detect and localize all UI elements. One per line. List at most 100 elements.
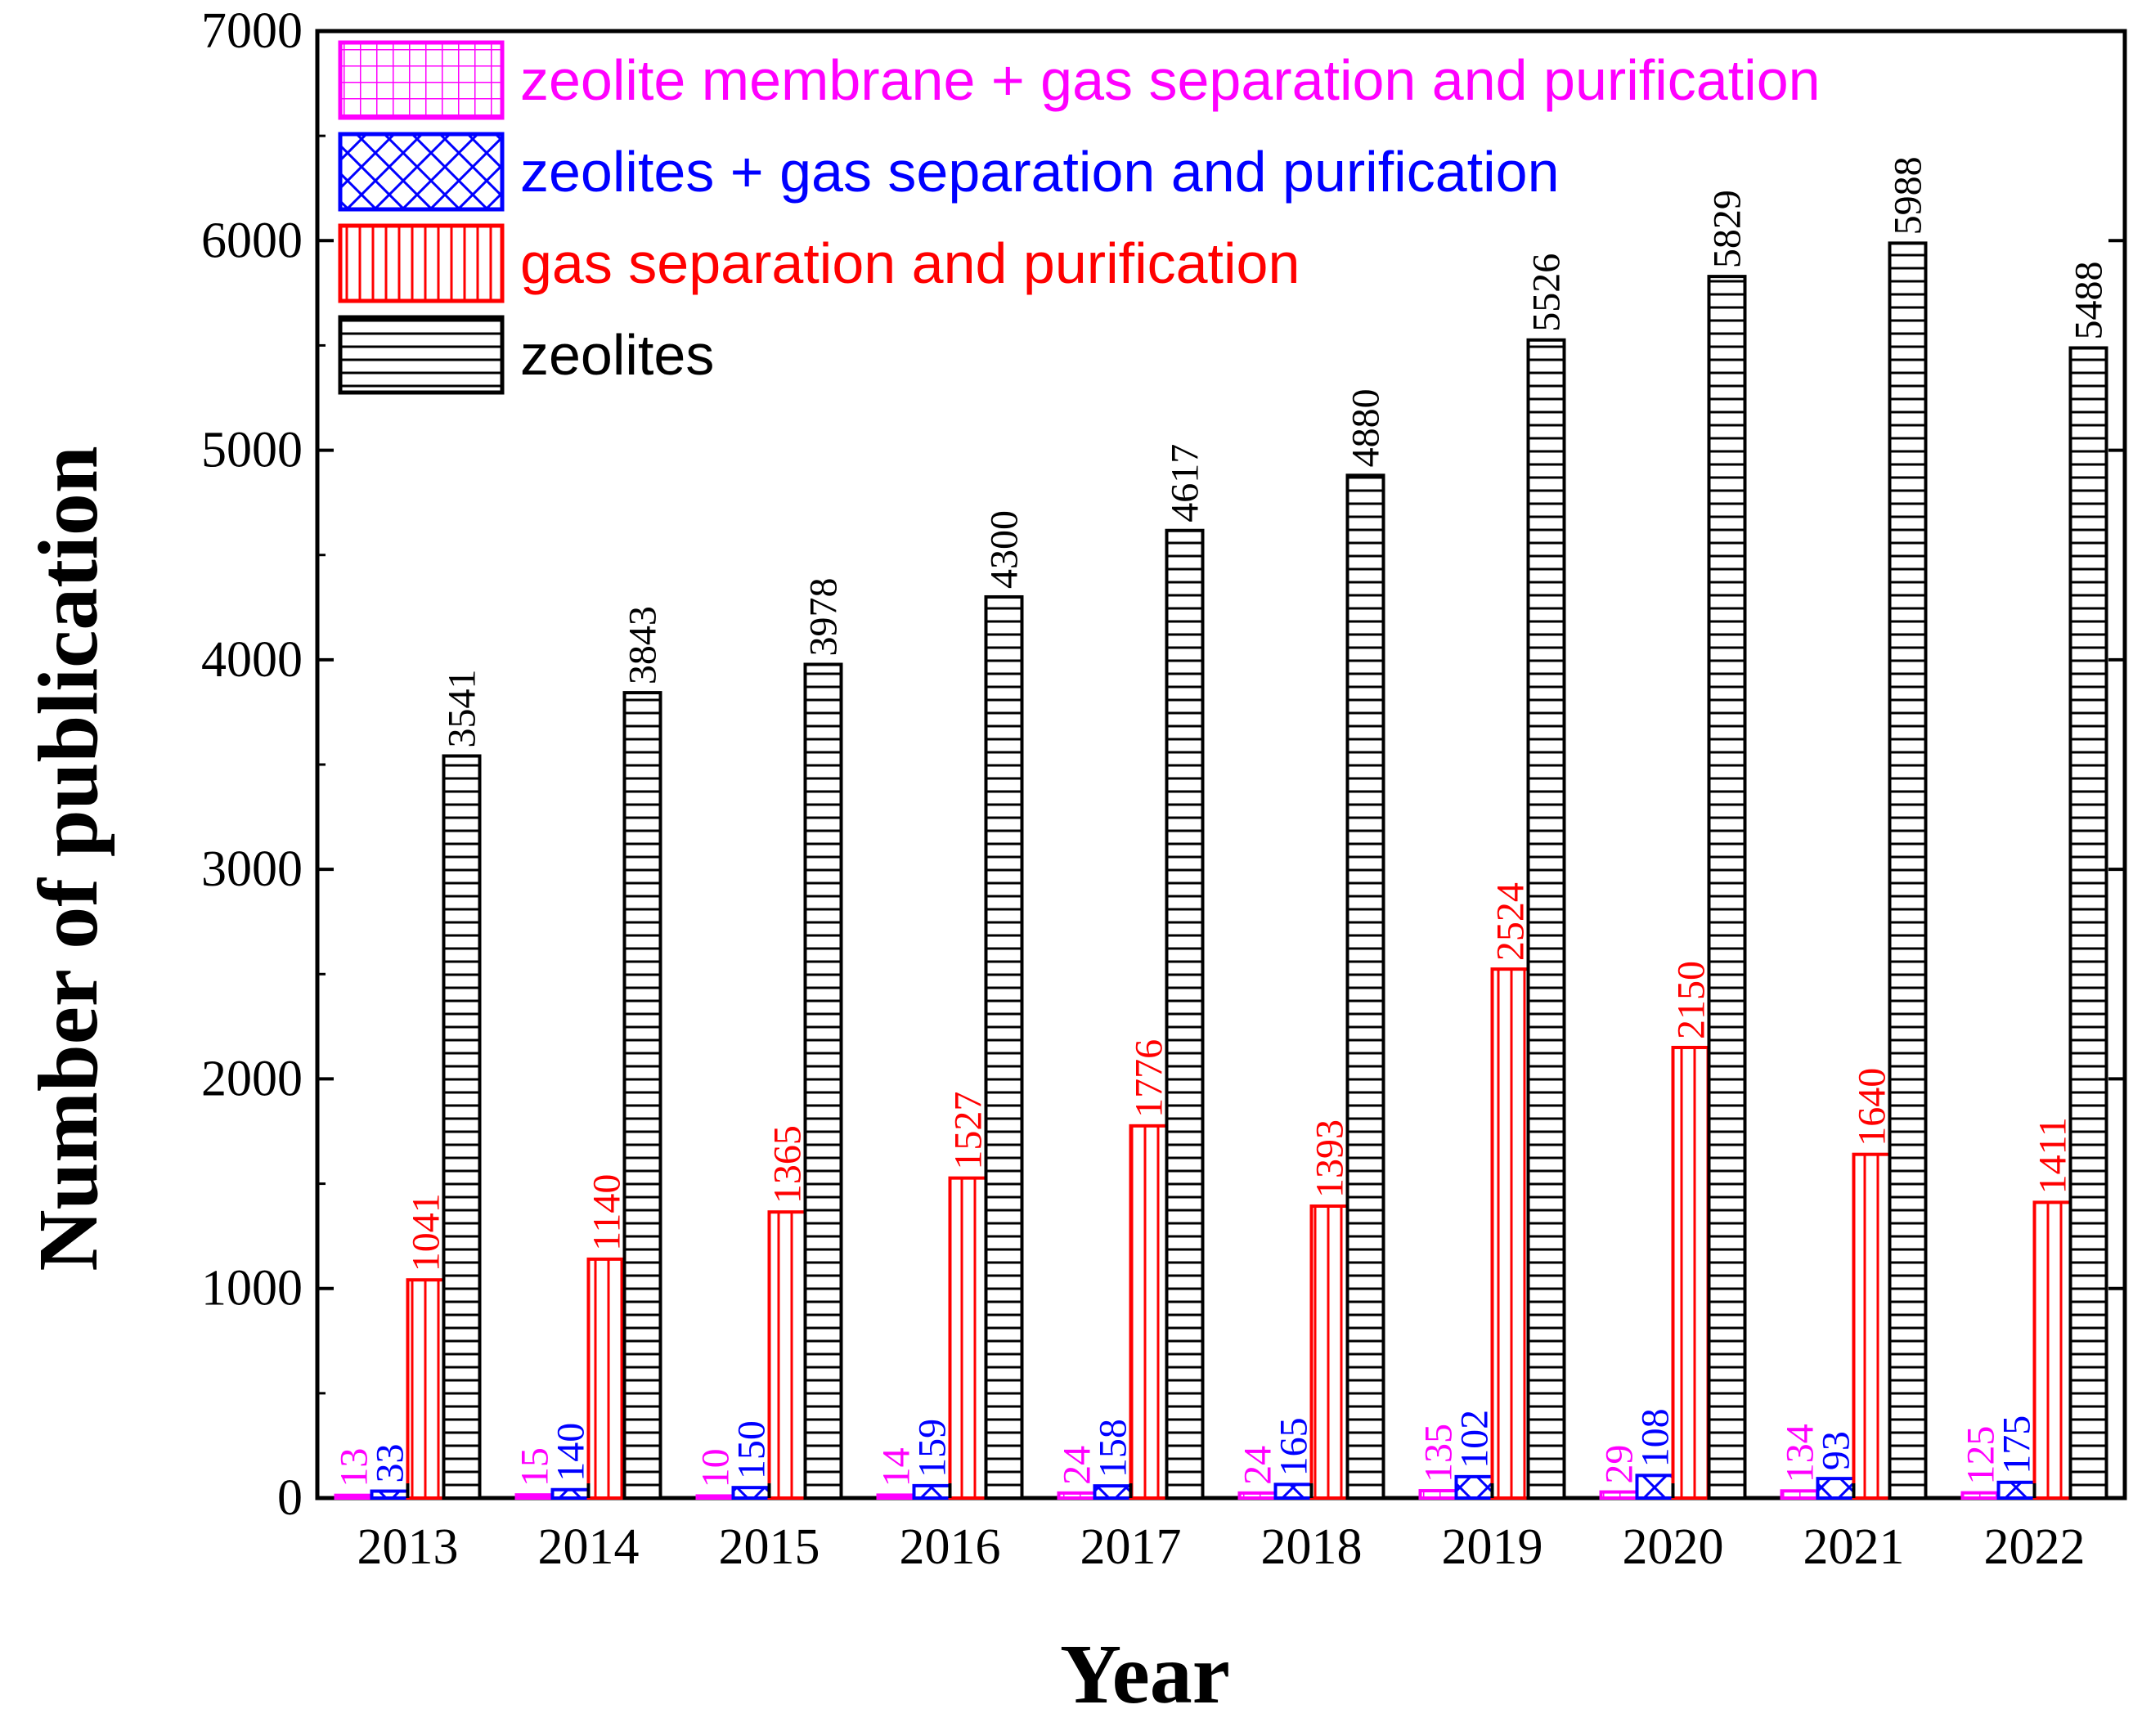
legend-swatch-grid [338, 40, 505, 120]
x-tick-label: 2015 [719, 1519, 820, 1575]
bar-horizontal-2019 [1526, 338, 1566, 1500]
bar-crosshatch-2019 [1454, 1474, 1494, 1500]
bar-horizontal-2013 [442, 754, 482, 1500]
bar-horizontal-2017 [1165, 528, 1205, 1500]
data-label: 1527 [947, 1092, 990, 1170]
y-tick-label: 0 [277, 1470, 303, 1526]
x-tick-label: 2013 [357, 1519, 459, 1575]
y-tick-label: 7000 [201, 3, 303, 59]
data-label: 10 [694, 1448, 738, 1487]
data-label: 5526 [1525, 253, 1569, 332]
x-tick-label: 2022 [1984, 1519, 2086, 1575]
bar-grid-2014 [514, 1493, 555, 1500]
bar-vertical-2013 [406, 1278, 446, 1500]
data-label: 175 [1996, 1415, 2039, 1474]
data-label: 4300 [983, 510, 1026, 589]
x-tick-label: 2020 [1623, 1519, 1724, 1575]
bar-crosshatch-2017 [1093, 1484, 1133, 1500]
bar-grid-2020 [1599, 1490, 1639, 1500]
bar-grid-2015 [695, 1494, 735, 1500]
bar-crosshatch-2022 [1996, 1480, 2036, 1500]
x-tick-label: 2021 [1803, 1519, 1905, 1575]
data-label: 150 [730, 1420, 774, 1479]
bar-crosshatch-2016 [912, 1483, 952, 1500]
data-label: 3541 [441, 669, 484, 747]
bar-vertical-2022 [2032, 1200, 2072, 1500]
bar-grid-2016 [876, 1493, 916, 1500]
data-label: 93 [1815, 1431, 1858, 1470]
bar-crosshatch-2014 [550, 1487, 591, 1500]
bar-grid-2021 [1780, 1489, 1820, 1500]
bar-crosshatch-2021 [1816, 1477, 1856, 1500]
bar-vertical-2014 [586, 1257, 626, 1500]
bar-horizontal-2015 [803, 662, 843, 1500]
data-label: 135 [1417, 1424, 1461, 1483]
data-label: 1393 [1309, 1119, 1352, 1198]
bar-vertical-2021 [1852, 1152, 1892, 1500]
bar-horizontal-2014 [622, 691, 662, 1500]
data-label: 1640 [1851, 1068, 1894, 1146]
bar-crosshatch-2015 [731, 1486, 771, 1500]
x-axis-title: Year [1060, 1627, 1230, 1721]
bar-grid-2017 [1057, 1491, 1097, 1500]
data-label: 158 [1092, 1419, 1135, 1478]
data-label: 108 [1634, 1408, 1677, 1467]
data-label: 165 [1273, 1417, 1316, 1476]
data-label: 125 [1960, 1426, 2003, 1485]
x-tick-label: 2017 [1080, 1519, 1182, 1575]
legend-label: gas separation and purification [520, 231, 1300, 295]
legend-label: zeolites + gas separation and purificati… [520, 140, 1560, 204]
data-label: 3843 [622, 606, 665, 684]
bar-horizontal-2018 [1345, 473, 1385, 1500]
y-axis-title: Number of publication [21, 446, 115, 1271]
data-label: 1041 [405, 1193, 448, 1272]
data-label: 1776 [1128, 1039, 1171, 1118]
data-label: 134 [1779, 1424, 1822, 1483]
legend-swatch-horizontal [338, 315, 505, 395]
data-label: 24 [1237, 1446, 1280, 1485]
y-tick-label: 3000 [201, 841, 303, 897]
data-label: 33 [369, 1444, 412, 1483]
bar-crosshatch-2020 [1635, 1474, 1675, 1500]
data-label: 24 [1056, 1446, 1099, 1485]
legend-swatch-crosshatch [338, 132, 505, 212]
x-tick-label: 2016 [900, 1519, 1001, 1575]
x-tick-label: 2018 [1261, 1519, 1363, 1575]
bar-horizontal-2016 [984, 594, 1024, 1500]
data-label: 1140 [586, 1174, 629, 1251]
bar-vertical-2017 [1129, 1124, 1169, 1500]
bar-grid-2018 [1237, 1491, 1278, 1500]
y-tick-label: 2000 [201, 1051, 303, 1106]
legend-label: zeolite membrane + gas separation and pu… [520, 48, 1821, 112]
data-label: 13 [333, 1448, 376, 1487]
data-label: 159 [911, 1419, 954, 1478]
data-label: 5488 [2068, 262, 2111, 340]
legend-label: zeolites [520, 323, 714, 387]
y-tick-label: 4000 [201, 632, 303, 688]
bar-horizontal-2022 [2068, 346, 2108, 1500]
bar-vertical-2020 [1671, 1045, 1711, 1500]
bar-horizontal-2020 [1707, 275, 1747, 1500]
bar-crosshatch-2013 [370, 1489, 410, 1500]
y-tick-label: 6000 [201, 213, 303, 268]
data-label: 4617 [1164, 444, 1207, 523]
data-label: 4880 [1345, 388, 1388, 467]
data-label: 29 [1598, 1445, 1641, 1484]
bar-vertical-2018 [1309, 1204, 1349, 1500]
data-label: 2524 [1489, 882, 1533, 961]
bar-grid-2019 [1418, 1489, 1458, 1500]
data-label: 2150 [1670, 961, 1713, 1039]
bar-grid-2013 [334, 1493, 374, 1500]
bar-horizontal-2021 [1888, 241, 1928, 1500]
data-label: 5988 [1887, 156, 1930, 235]
bar-grid-2022 [1960, 1491, 2001, 1500]
data-label: 5829 [1706, 190, 1749, 268]
bar-vertical-2019 [1490, 967, 1530, 1500]
data-label: 3978 [802, 577, 846, 656]
legend-swatch-vertical [338, 223, 505, 303]
y-tick-label: 5000 [201, 423, 303, 478]
data-label: 102 [1453, 1410, 1497, 1469]
data-label: 14 [875, 1447, 918, 1487]
